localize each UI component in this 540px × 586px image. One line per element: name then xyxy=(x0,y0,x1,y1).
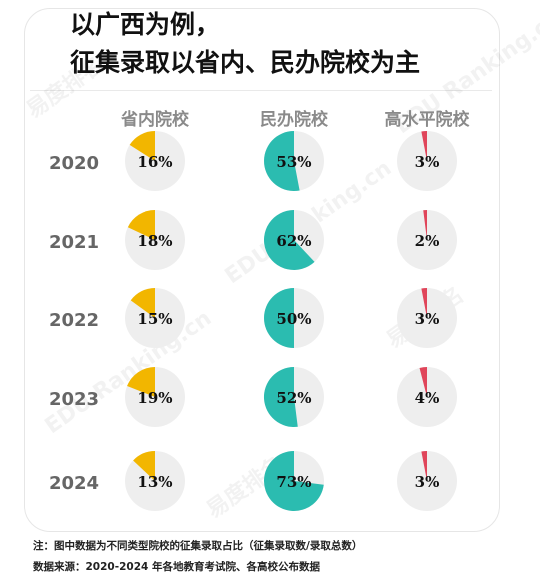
pie-slice-1-4 xyxy=(263,451,324,511)
pie-value-label-1-3: 52% xyxy=(276,389,311,407)
pie-slice-1-0 xyxy=(264,131,300,191)
pie-value-label-0-4: 13% xyxy=(137,473,172,491)
footnote: 注：图中数据为不同类型院校的征集录取占比（征集录取数/录取总数） xyxy=(33,540,363,552)
pie-value-label-2-0: 3% xyxy=(415,153,440,171)
pie-slice-0-4 xyxy=(133,451,155,481)
year-label-2021: 2021 xyxy=(49,232,99,253)
chart-card xyxy=(24,8,500,532)
pie-value-label-2-2: 3% xyxy=(415,310,440,328)
column-header-2: 高水平院校 xyxy=(385,109,471,130)
pie-value-label-0-2: 15% xyxy=(137,310,172,328)
pie-value-label-1-1: 62% xyxy=(276,232,311,250)
pie-slice-0-3 xyxy=(127,367,155,397)
title-line-1: 以广西为例， xyxy=(70,10,221,39)
pie-slice-2-4 xyxy=(421,451,427,481)
pie-slice-0-1 xyxy=(127,210,155,240)
pie-value-label-2-3: 4% xyxy=(415,389,440,407)
pie-value-label-0-0: 16% xyxy=(137,153,172,171)
pie-value-label-1-2: 50% xyxy=(276,310,311,328)
year-label-2022: 2022 xyxy=(49,310,99,331)
pie-value-label-2-4: 3% xyxy=(415,473,440,491)
title-divider xyxy=(30,90,492,91)
pie-slice-2-2 xyxy=(421,288,427,318)
pie-value-label-1-4: 73% xyxy=(276,473,311,491)
pie-slice-1-1 xyxy=(264,210,315,270)
pie-value-label-0-3: 19% xyxy=(137,389,172,407)
column-header-1: 民办院校 xyxy=(260,109,329,130)
pie-slice-0-0 xyxy=(129,131,155,161)
title-line-2: 征集录取以省内、民办院校为主 xyxy=(70,48,421,77)
column-header-0: 省内院校 xyxy=(120,109,190,130)
pie-slice-1-2 xyxy=(264,288,294,348)
year-label-2020: 2020 xyxy=(49,153,99,174)
pie-slice-2-3 xyxy=(419,367,427,397)
pie-slice-0-2 xyxy=(130,288,155,318)
year-label-2023: 2023 xyxy=(49,389,99,410)
pie-value-label-1-0: 53% xyxy=(276,153,311,171)
pie-slice-2-1 xyxy=(423,210,427,240)
pie-value-label-2-1: 2% xyxy=(415,232,440,250)
chart-title: 以广西为例， 征集录取以省内、民办院校为主 xyxy=(70,6,420,82)
pie-value-label-0-1: 18% xyxy=(137,232,172,250)
pie-slice-1-3 xyxy=(263,367,298,427)
data-source: 数据来源：2020-2024 年各地教育考试院、各高校公布数据 xyxy=(33,561,320,573)
pie-slice-2-0 xyxy=(421,131,427,161)
year-label-2024: 2024 xyxy=(49,473,99,494)
